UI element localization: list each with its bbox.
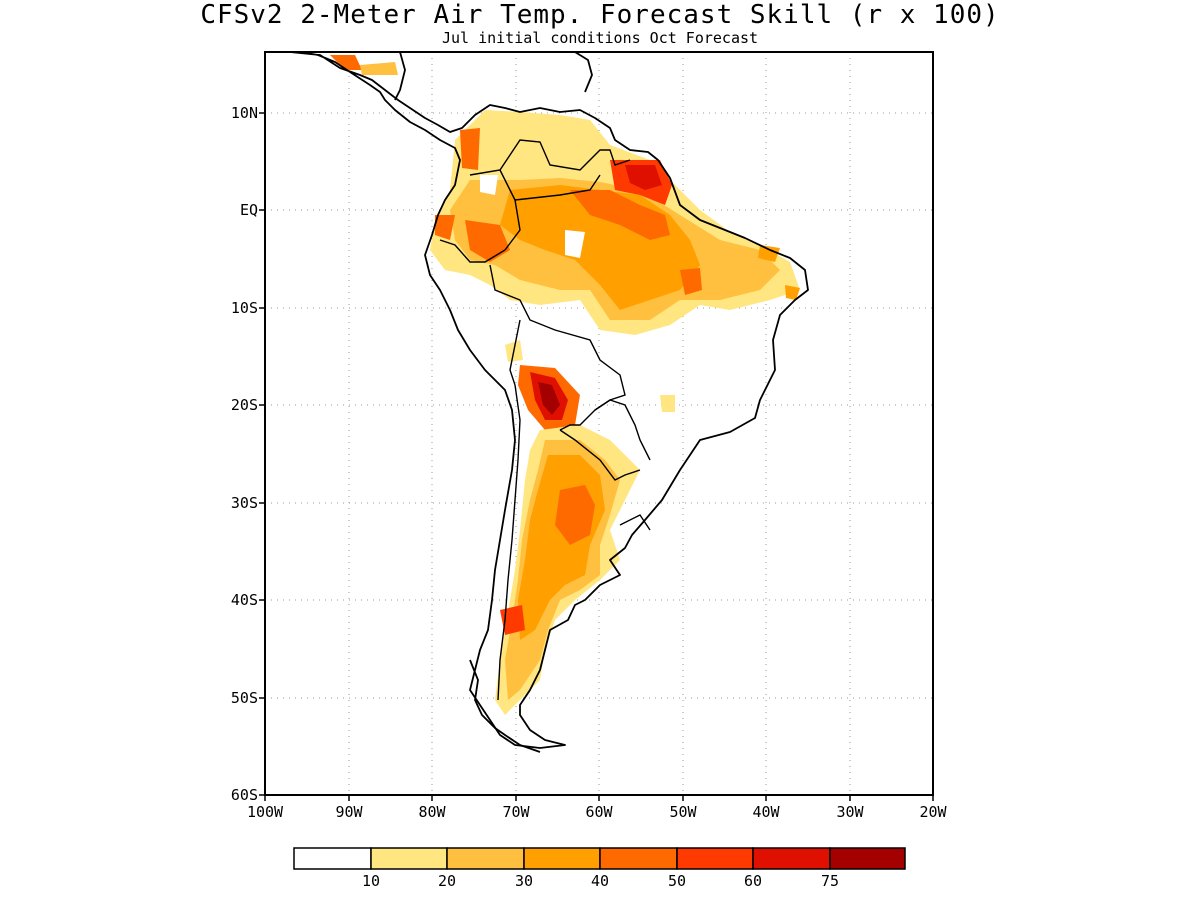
lon-label-80w: 80W: [418, 803, 446, 821]
map-title: CFSv2 2-Meter Air Temp. Forecast Skill (…: [200, 0, 1000, 30]
colorbar-bin-4: [599, 847, 678, 870]
colorbar-bin-6: [752, 847, 831, 870]
coastlines: [289, 51, 809, 753]
lon-label-40w: 40W: [752, 803, 780, 821]
lon-label-90w: 90W: [335, 803, 363, 821]
colorbar-bin-7: [829, 847, 906, 870]
colorbar: [293, 847, 906, 870]
colorbar-bin-0: [293, 847, 372, 870]
map-subtitle: Jul initial conditions Oct Forecast: [441, 29, 759, 47]
lat-label-20s: 20S: [230, 396, 258, 414]
colorbar-label: 30: [514, 872, 534, 890]
lat-label-10s: 10S: [230, 299, 258, 317]
colorbar-bin-5: [676, 847, 754, 870]
axis-ticks: [259, 112, 934, 801]
lat-label-60s: 60S: [230, 786, 258, 804]
lon-label-60w: 60W: [585, 803, 613, 821]
skill-shading: [330, 55, 800, 715]
colorbar-label: 50: [667, 872, 687, 890]
colorbar-label: 40: [590, 872, 610, 890]
borders: [439, 139, 651, 701]
lon-label-50w: 50W: [669, 803, 697, 821]
lat-label-eq: EQ: [239, 201, 258, 219]
lat-label-30s: 30S: [230, 494, 258, 512]
colorbar-label: 10: [361, 872, 381, 890]
colorbar-label: 60: [743, 872, 763, 890]
lat-label-10n: 10N: [230, 104, 258, 122]
lat-label-40s: 40S: [230, 591, 258, 609]
lon-label-20w: 20W: [919, 803, 947, 821]
colorbar-bin-1: [370, 847, 448, 870]
lon-label-30w: 30W: [836, 803, 864, 821]
colorbar-label: 20: [437, 872, 457, 890]
lon-label-70w: 70W: [502, 803, 530, 821]
lat-label-50s: 50S: [230, 689, 258, 707]
lon-label-100w: 100W: [246, 803, 284, 821]
colorbar-bin-3: [523, 847, 601, 870]
colorbar-label: 75: [820, 872, 840, 890]
colorbar-bin-2: [446, 847, 525, 870]
